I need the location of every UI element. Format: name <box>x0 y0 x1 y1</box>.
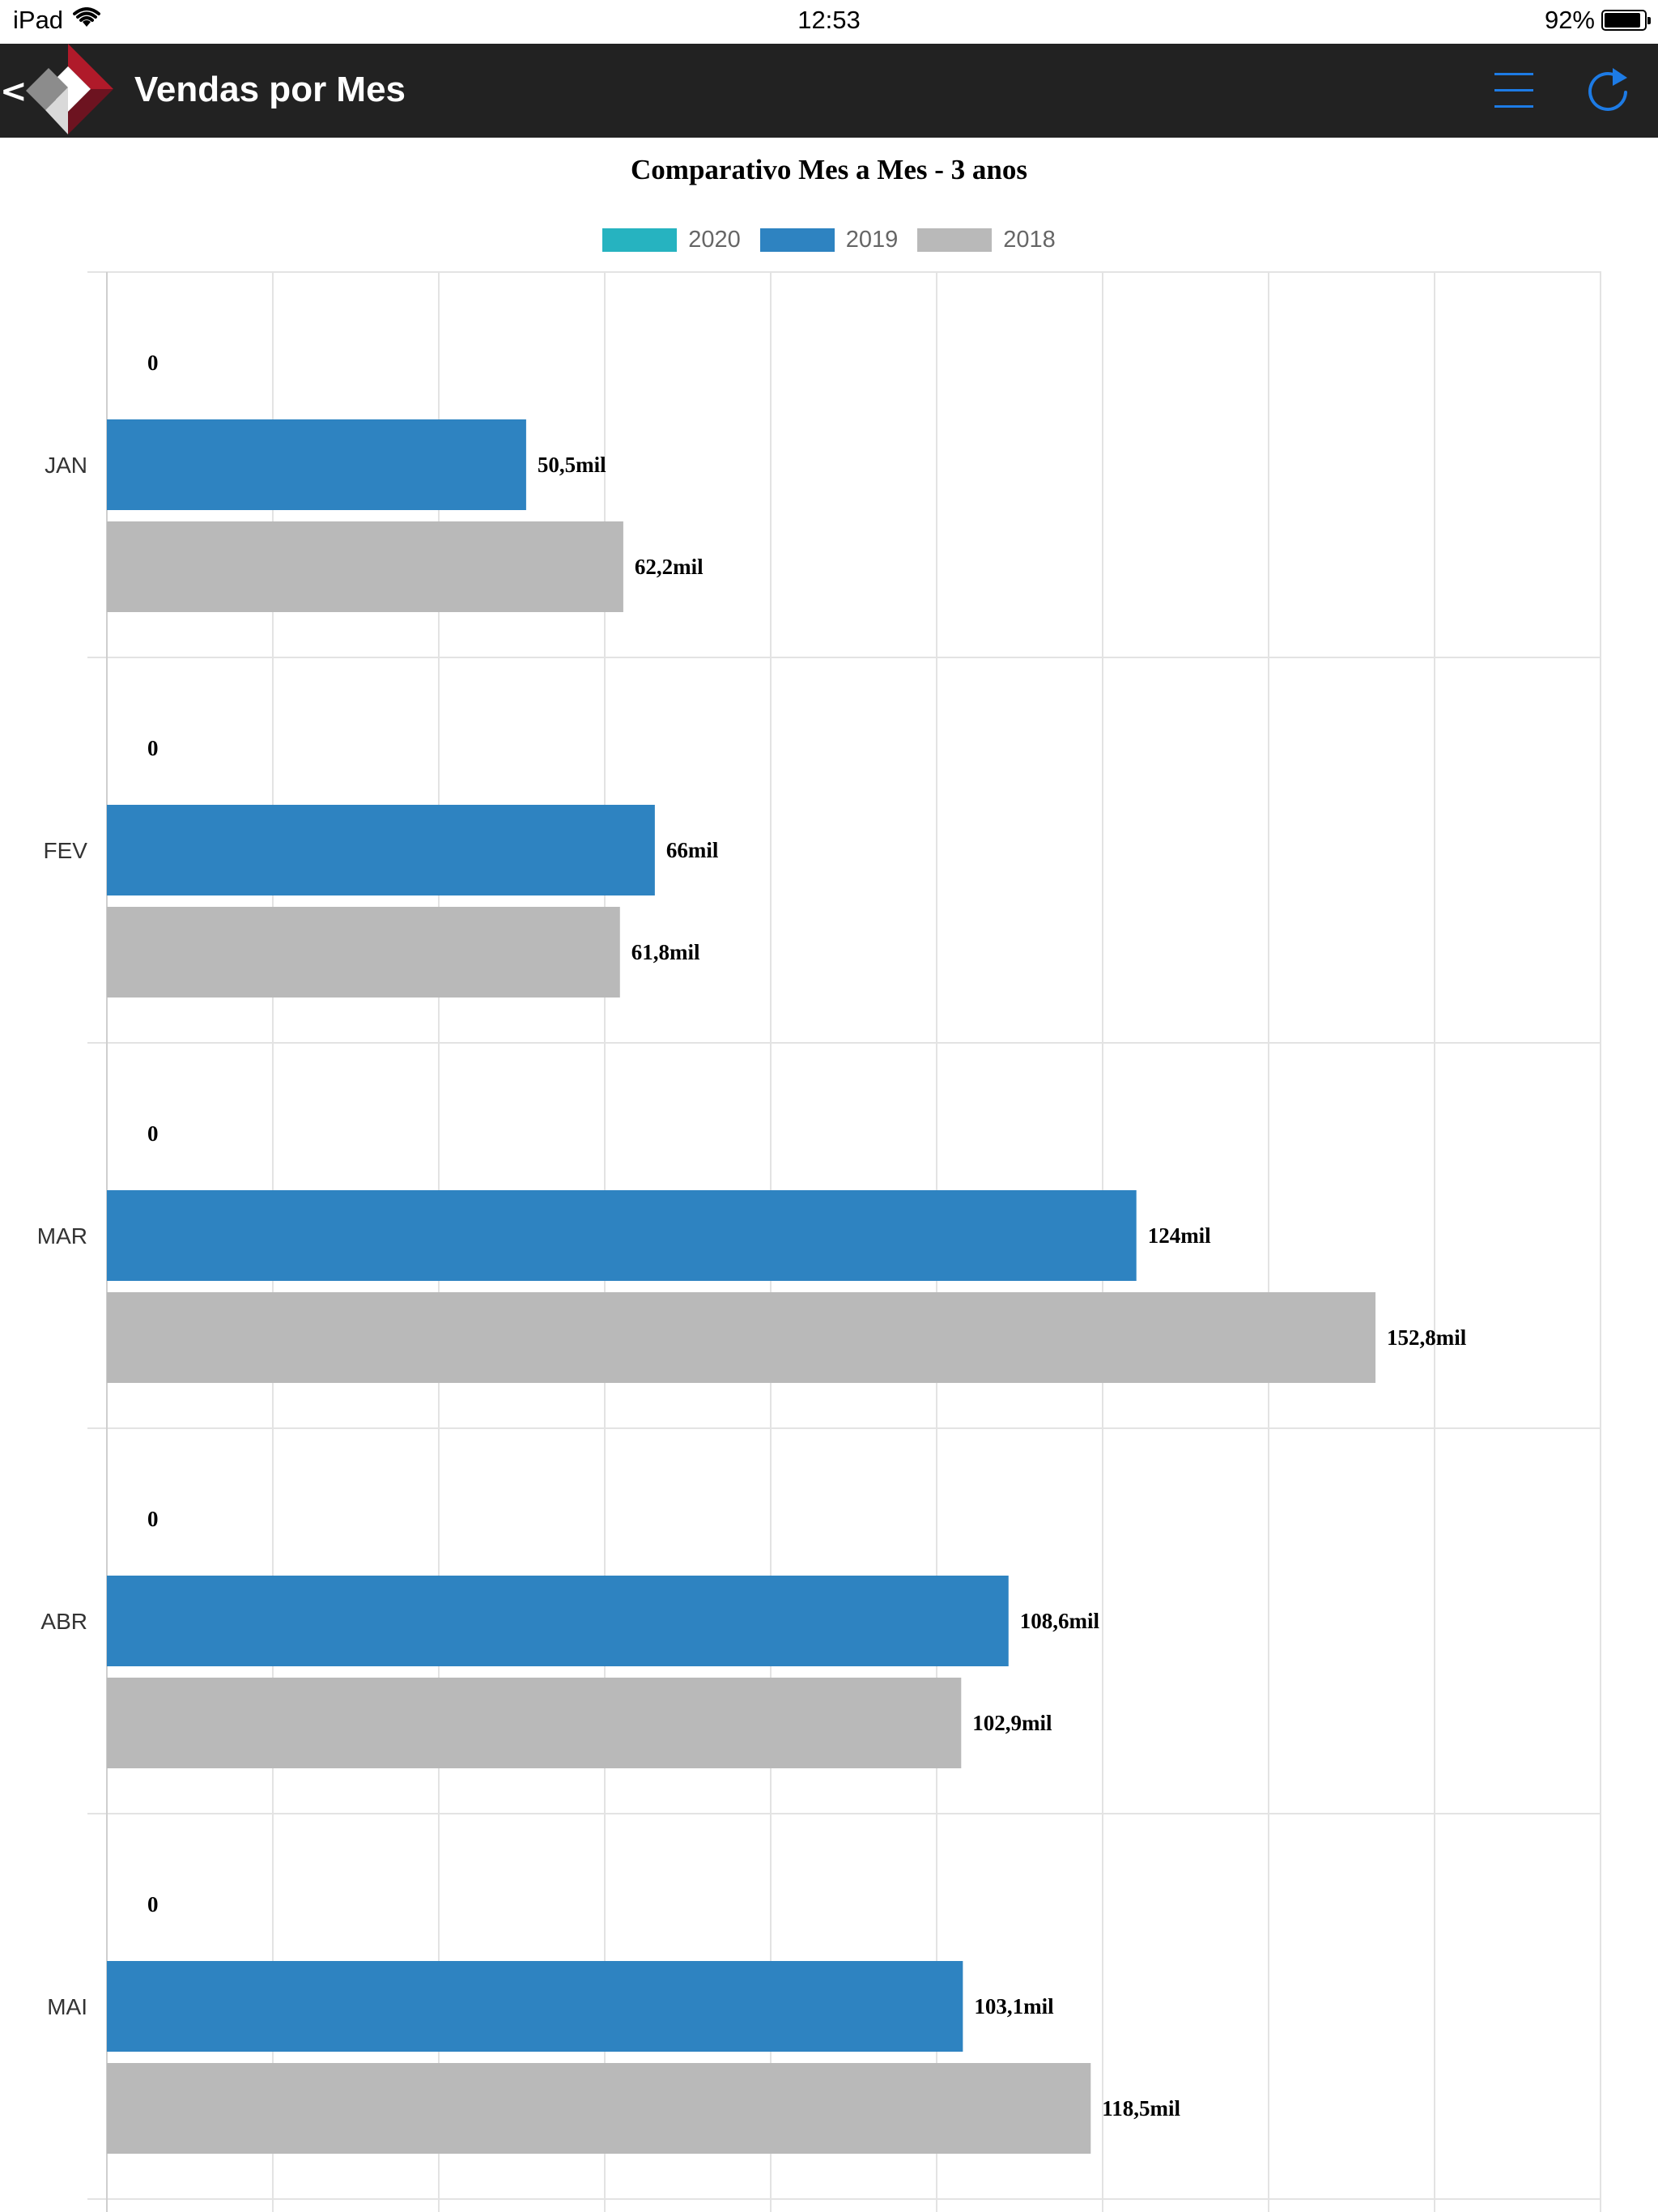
battery-icon <box>1601 10 1651 31</box>
data-label: 118,5mil <box>1102 2096 1180 2121</box>
category-label: MAR <box>37 1223 87 1249</box>
page-title: Vendas por Mes <box>134 70 406 109</box>
legend-label: 2019 <box>845 227 899 253</box>
bar <box>107 805 655 895</box>
category-label: JAN <box>45 453 87 478</box>
data-label: 50,5mil <box>538 453 606 477</box>
data-label: 62,2mil <box>635 555 704 579</box>
menu-icon[interactable] <box>1494 71 1535 112</box>
category-label: MAI <box>47 1994 87 2019</box>
clock: 12:53 <box>797 6 861 34</box>
wifi-icon <box>73 6 101 35</box>
bar <box>107 1190 1137 1281</box>
device-name: iPad <box>13 6 64 34</box>
data-label: 152,8mil <box>1387 1325 1467 1350</box>
category-label: FEV <box>44 838 88 863</box>
legend-label: 2020 <box>688 227 741 253</box>
data-label: 102,9mil <box>972 1711 1052 1735</box>
status-bar: iPad 12:53 92% <box>0 0 1658 44</box>
category-label: ABR <box>40 1609 87 1634</box>
data-label: 0 <box>147 736 159 760</box>
legend-item-2018[interactable]: 2018 <box>917 227 1056 253</box>
data-label: 124mil <box>1148 1223 1211 1248</box>
data-label: 108,6mil <box>1020 1609 1100 1633</box>
legend-swatch <box>759 228 835 252</box>
bar <box>107 1292 1376 1383</box>
data-label: 0 <box>147 1892 159 1916</box>
back-button[interactable]: < <box>0 73 28 110</box>
data-label: 103,1mil <box>974 1994 1054 2018</box>
chart-legend: 2020 2019 2018 <box>0 227 1658 253</box>
nav-bar: < Vendas por Mes <box>0 44 1658 138</box>
app-logo <box>24 44 121 142</box>
data-label: 0 <box>147 1121 159 1146</box>
bar <box>107 419 526 510</box>
legend-item-2019[interactable]: 2019 <box>759 227 899 253</box>
legend-item-2020[interactable]: 2020 <box>602 227 741 253</box>
bar <box>107 2063 1091 2154</box>
bar <box>107 1678 962 1768</box>
bar <box>107 1576 1009 1666</box>
bar <box>107 907 620 998</box>
battery-percent: 92% <box>1544 6 1595 34</box>
legend-swatch <box>602 228 678 252</box>
bar <box>107 521 623 612</box>
chart-title: Comparativo Mes a Mes - 3 anos <box>631 154 1027 185</box>
legend-label: 2018 <box>1003 227 1056 253</box>
refresh-icon[interactable] <box>1584 65 1632 119</box>
legend-swatch <box>917 228 993 252</box>
data-label: 66mil <box>666 838 719 862</box>
data-label: 0 <box>147 351 159 375</box>
bar <box>107 1961 963 2052</box>
data-label: 0 <box>147 1507 159 1531</box>
data-label: 61,8mil <box>631 940 700 964</box>
